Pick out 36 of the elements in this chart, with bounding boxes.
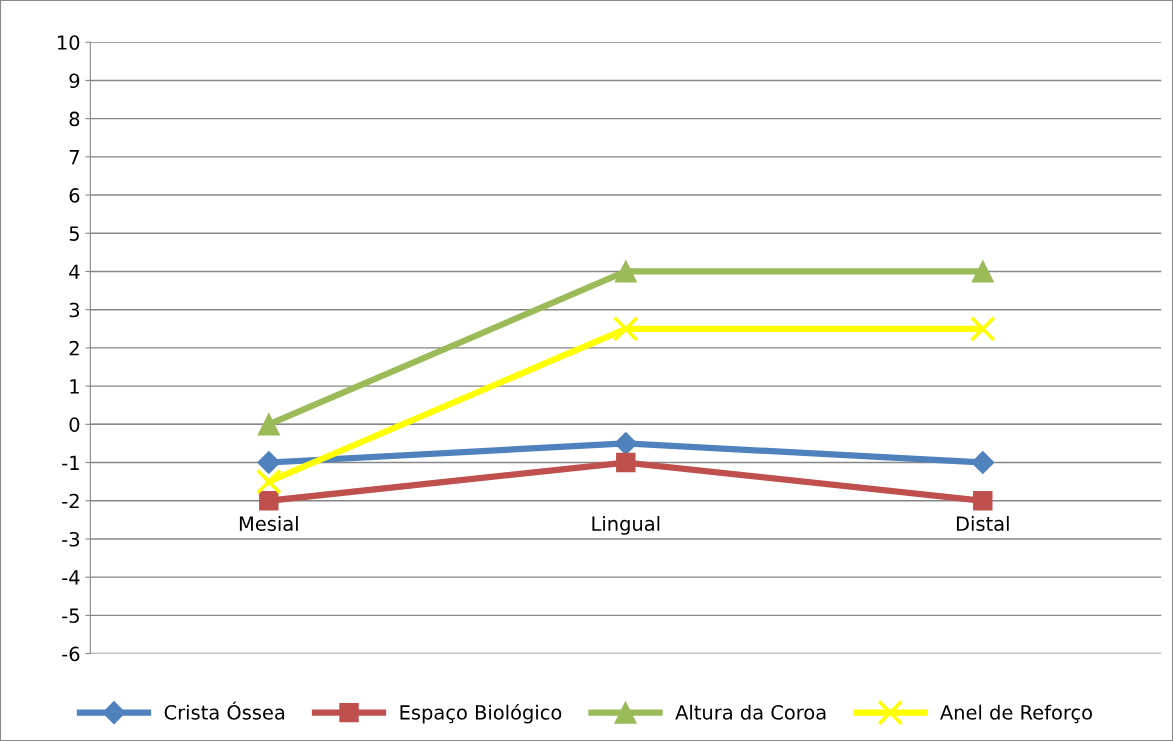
y-tick-label: 8 bbox=[69, 111, 80, 127]
legend-label: Crista Óssea bbox=[164, 701, 285, 720]
y-tick-label: 0 bbox=[69, 417, 80, 432]
y-tick-label: 1 bbox=[70, 379, 79, 394]
y-tick-label: -4 bbox=[62, 570, 80, 585]
y-tick-label: -1 bbox=[62, 455, 79, 470]
y-tick-label: 6 bbox=[69, 188, 80, 203]
x-tick-label: Distal bbox=[956, 515, 1009, 532]
point bbox=[255, 468, 282, 495]
point bbox=[259, 491, 279, 511]
point bbox=[971, 260, 994, 283]
legend-label: Anel de Reforço bbox=[940, 704, 1092, 724]
point bbox=[614, 260, 637, 283]
point bbox=[971, 451, 995, 475]
y-tick-label: 10 bbox=[57, 35, 80, 50]
y-tick-label: 7 bbox=[69, 150, 79, 165]
point bbox=[614, 431, 638, 455]
y-tick-label: -2 bbox=[62, 493, 79, 509]
legend-label: Espaço Biológico bbox=[400, 703, 562, 724]
legend-label: Altura da Coroa bbox=[675, 704, 826, 720]
y-tick-label: -5 bbox=[62, 608, 79, 624]
y-tick-label: 9 bbox=[69, 73, 80, 89]
point bbox=[257, 451, 281, 475]
point bbox=[257, 413, 280, 436]
y-tick-label: 2 bbox=[69, 340, 79, 356]
y-tick-label: 3 bbox=[69, 302, 80, 318]
y-tick-label: 5 bbox=[69, 226, 79, 241]
y-tick-label: -3 bbox=[62, 531, 80, 547]
y-tick-label: 4 bbox=[69, 264, 80, 279]
point bbox=[969, 315, 996, 342]
point bbox=[616, 452, 636, 473]
x-tick-label: Lingual bbox=[592, 515, 660, 535]
y-tick-label: -6 bbox=[62, 646, 80, 662]
x-tick-label: Mesial bbox=[239, 515, 298, 532]
point bbox=[612, 315, 639, 342]
point bbox=[973, 491, 993, 511]
